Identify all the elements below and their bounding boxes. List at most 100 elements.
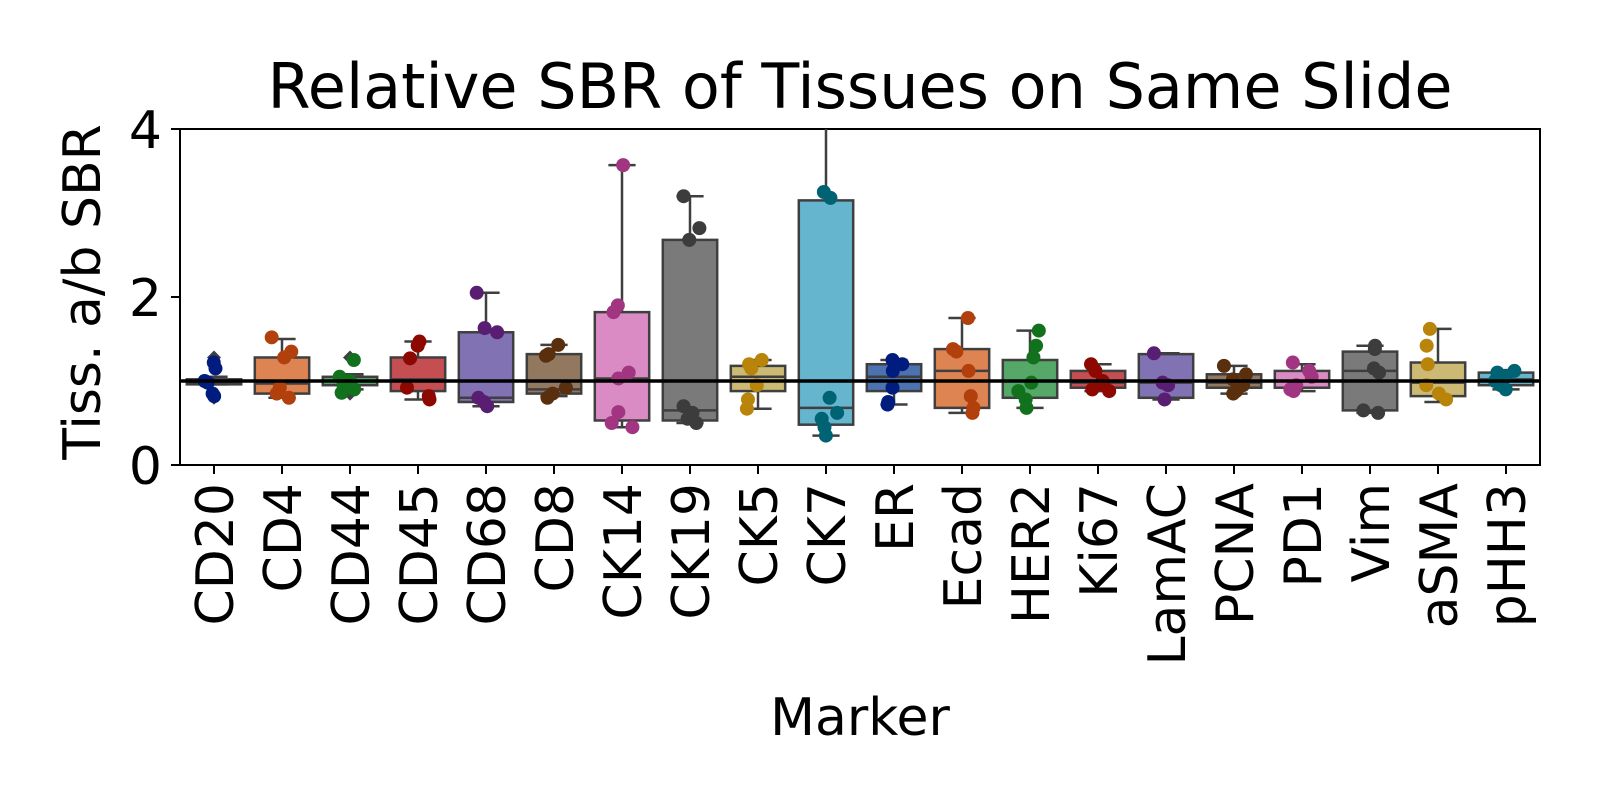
- data-point: [422, 392, 437, 407]
- data-point: [823, 190, 838, 205]
- data-point: [540, 390, 555, 405]
- box-cd20: [185, 350, 243, 405]
- data-point: [207, 389, 222, 404]
- data-point: [551, 337, 566, 352]
- box-iqr: [661, 238, 719, 422]
- data-point: [822, 390, 837, 405]
- data-point: [410, 338, 425, 353]
- x-tick-label: PD1: [1274, 483, 1334, 587]
- data-point: [880, 397, 895, 412]
- box-cd4: [253, 330, 311, 405]
- data-point: [1239, 367, 1254, 382]
- data-point: [963, 389, 978, 404]
- data-point: [1019, 400, 1034, 415]
- data-point: [403, 351, 418, 366]
- data-point: [1146, 346, 1161, 361]
- x-tick-label: Vim: [1342, 483, 1402, 583]
- data-point: [965, 405, 980, 420]
- data-point: [676, 189, 691, 204]
- data-point: [1356, 403, 1371, 418]
- data-point: [208, 361, 223, 376]
- box-iqr: [593, 310, 651, 422]
- x-tick-label: Ecad: [934, 483, 994, 609]
- data-point: [1498, 382, 1513, 397]
- x-tick-label: HER2: [1002, 483, 1062, 624]
- data-point: [818, 428, 833, 443]
- data-point: [1085, 382, 1100, 397]
- box-er: [865, 353, 923, 412]
- data-point: [961, 363, 976, 378]
- data-point: [277, 350, 292, 365]
- data-point: [1031, 323, 1046, 338]
- data-point: [281, 390, 296, 405]
- y-tick-label: 0: [129, 437, 162, 497]
- data-point: [682, 232, 697, 247]
- chart-title: Relative SBR of Tissues on Same Slide: [268, 50, 1453, 123]
- data-point: [606, 305, 621, 320]
- data-point: [1157, 392, 1172, 407]
- x-tick-label: CD8: [526, 483, 586, 592]
- data-point: [1286, 384, 1301, 399]
- box-her2: [1001, 323, 1059, 415]
- y-axis-label: Tiss. a/b SBR: [53, 124, 113, 461]
- box-ck14: [593, 158, 651, 435]
- box-cd44: [321, 350, 379, 401]
- data-point: [611, 405, 626, 420]
- y-tick-labels: 0 2 4: [129, 101, 180, 497]
- data-point: [1088, 363, 1103, 378]
- data-point: [346, 353, 361, 367]
- data-point: [830, 405, 845, 420]
- data-point: [1422, 321, 1437, 336]
- x-tick-label: CK19: [662, 483, 722, 620]
- data-point: [477, 321, 492, 336]
- box-ck7: [797, 129, 855, 443]
- box-cd45: [389, 334, 447, 407]
- box-ck5: [729, 353, 787, 416]
- plot-area: [179, 128, 1541, 466]
- data-point: [469, 285, 484, 300]
- x-tick-label: CK5: [730, 483, 790, 587]
- x-tick-label: aSMA: [1410, 483, 1470, 629]
- x-tick-label: PCNA: [1206, 483, 1266, 626]
- data-point: [689, 416, 704, 430]
- x-tick-labels: CD20 CD4 CD44 CD45 CD68 CD8 CK14 CK19 CK5 CK7 ER Ec…: [186, 465, 1538, 665]
- data-point: [754, 353, 769, 367]
- data-point: [1029, 338, 1044, 353]
- y-tick-label: 2: [129, 269, 162, 329]
- data-point: [692, 221, 707, 236]
- data-point: [347, 382, 362, 397]
- x-tick-label: CD44: [322, 483, 382, 626]
- data-point: [604, 416, 619, 430]
- box-iqr: [457, 331, 515, 404]
- data-point: [558, 380, 573, 395]
- x-tick-label: pHH3: [1478, 483, 1538, 627]
- data-point: [1026, 350, 1041, 365]
- data-point: [885, 380, 900, 395]
- data-point: [1226, 386, 1241, 401]
- x-axis-label: Marker: [770, 688, 950, 748]
- x-tick-label: CD68: [458, 483, 518, 626]
- data-point: [1102, 384, 1117, 399]
- data-point: [399, 380, 414, 395]
- data-point: [334, 385, 349, 400]
- data-point: [1372, 365, 1387, 380]
- box-cd68: [457, 285, 515, 414]
- axes-frame: [179, 128, 1541, 466]
- x-tick-label: CK14: [594, 483, 654, 620]
- box-iqr: [933, 347, 991, 410]
- data-point: [611, 371, 626, 386]
- box-asma: [1409, 321, 1467, 407]
- box-ecad: [933, 311, 991, 420]
- data-point: [1285, 355, 1300, 370]
- x-tick-label: CK7: [798, 483, 858, 587]
- x-tick-label: CD45: [390, 483, 450, 626]
- box-cd8: [525, 337, 583, 405]
- data-point: [480, 399, 495, 414]
- data-point: [490, 325, 505, 340]
- data-point: [949, 344, 964, 359]
- data-point: [960, 311, 975, 325]
- data-point: [885, 363, 900, 378]
- data-point: [1216, 358, 1231, 373]
- box-pd1: [1273, 355, 1331, 399]
